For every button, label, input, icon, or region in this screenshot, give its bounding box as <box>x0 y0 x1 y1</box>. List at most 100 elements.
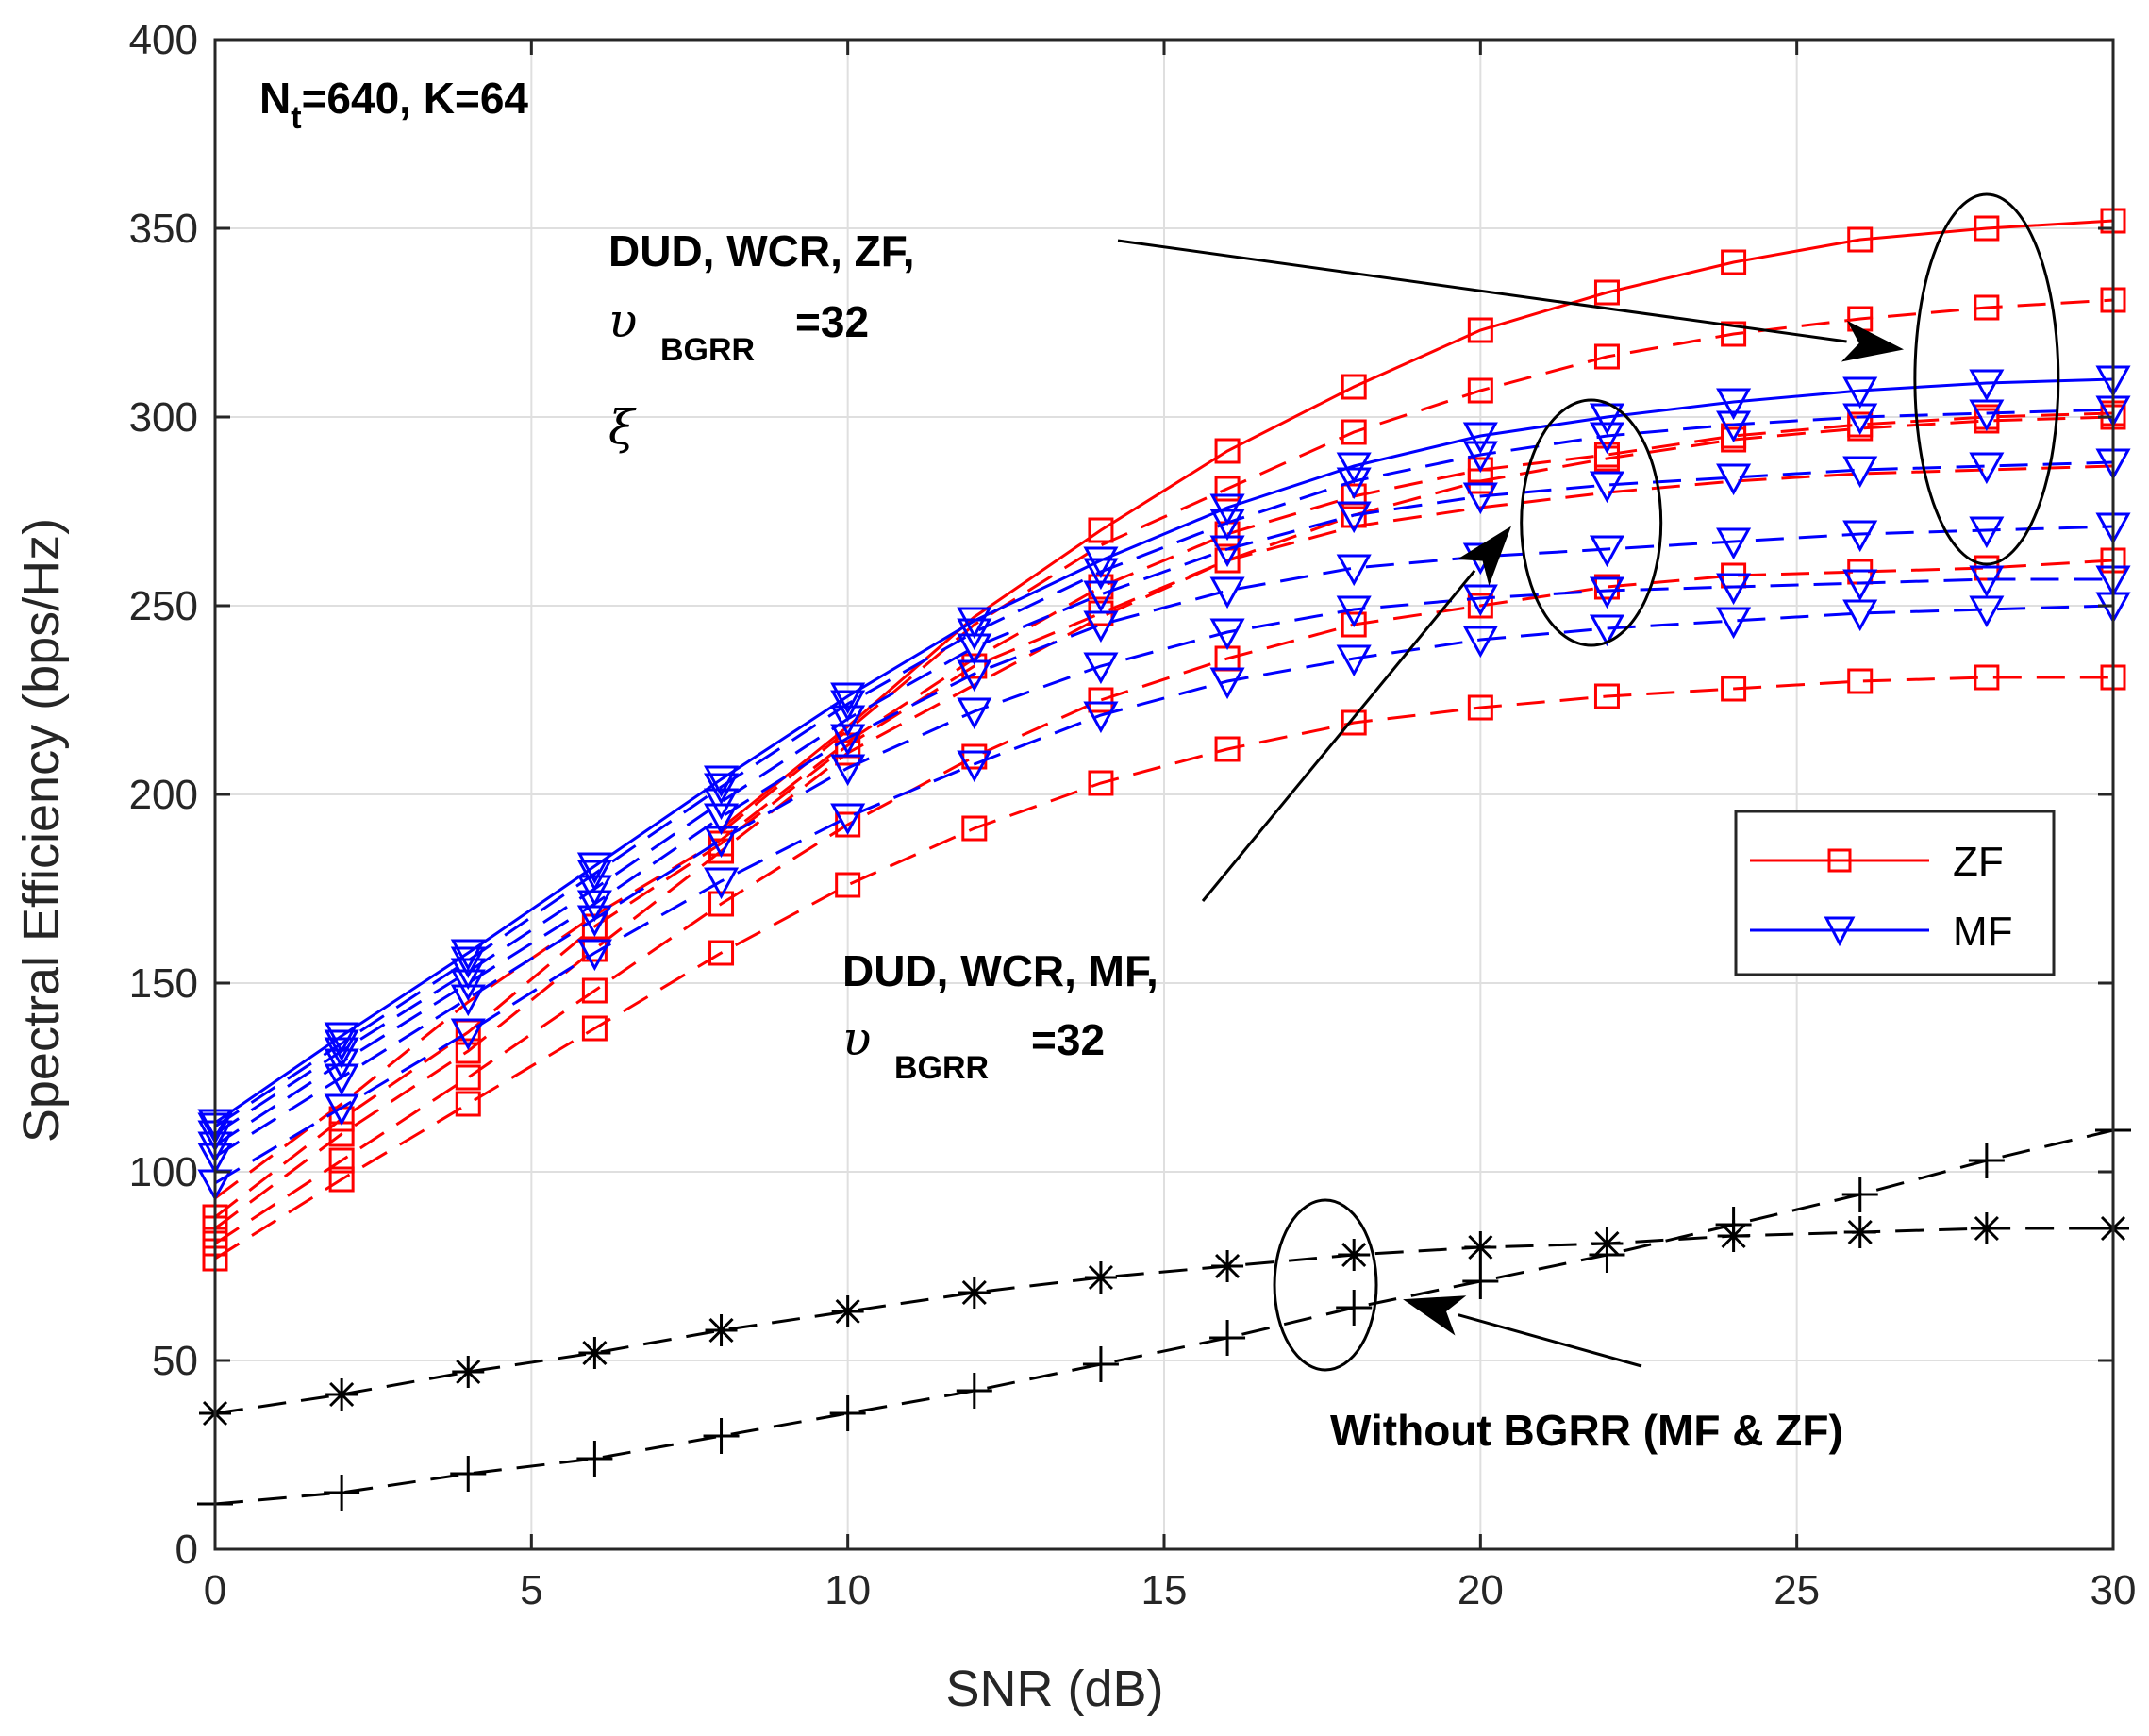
series-line <box>720 219 2114 830</box>
arrow-head <box>1403 1295 1467 1336</box>
marker-triangle <box>576 939 612 972</box>
x-tick-label: 5 <box>520 1567 542 1613</box>
marker-asterisk <box>325 1378 358 1410</box>
marker-square <box>1974 408 2000 434</box>
x-tick-label: 25 <box>1774 1567 1820 1613</box>
marker-asterisk <box>1464 1231 1497 1263</box>
arrow-shaft <box>1201 569 1476 902</box>
y-tick-label: 250 <box>129 583 198 629</box>
marker-square <box>581 977 608 1004</box>
y-tick-label: 150 <box>129 960 198 1007</box>
series-zf-7 <box>202 664 2126 1272</box>
marker-triangle <box>1336 467 1372 500</box>
marker-triangle <box>1969 369 2005 402</box>
marker-square <box>1341 611 1367 638</box>
marker-square <box>708 940 735 966</box>
series-line <box>214 377 2114 1125</box>
marker-triangle <box>1462 441 1498 474</box>
marker-square <box>328 1147 355 1174</box>
series-mf-4 <box>197 512 2131 1164</box>
mf-annotation-line1: DUD, WCR, MF, <box>842 946 1158 995</box>
marker-square <box>1467 317 1493 343</box>
marker-square <box>1593 683 1620 709</box>
marker-triangle <box>1336 644 1372 677</box>
marker-asterisk <box>958 1277 991 1309</box>
zf-group-ellipse <box>1913 192 2060 566</box>
marker-triangle <box>703 826 740 859</box>
marker-triangle <box>1969 399 2005 432</box>
params-rest: =640, K=64 <box>302 74 529 123</box>
marker-square <box>1088 770 1114 796</box>
marker-triangle <box>324 1029 359 1062</box>
zf-annotation-line1: DUD, WCR, ZF, <box>608 226 915 275</box>
mf-value: =32 <box>1031 1015 1105 1064</box>
series-mf-6 <box>197 592 2131 1202</box>
marker-square <box>1593 279 1620 306</box>
params-main: N <box>259 74 291 123</box>
series-line <box>214 559 2114 1245</box>
marker-triangle <box>830 705 866 738</box>
marker-triangle <box>1462 422 1498 455</box>
marker-triangle <box>1083 580 1119 613</box>
marker-triangle <box>1336 501 1372 534</box>
marker-triangle <box>1969 516 2005 549</box>
marker-square <box>455 1064 481 1091</box>
marker-asterisk <box>578 1337 611 1369</box>
marker-asterisk <box>1211 1250 1244 1282</box>
marker-square <box>1974 664 2000 691</box>
marker-plus <box>450 1456 487 1492</box>
marker-triangle <box>703 803 740 836</box>
marker-plus <box>1841 1177 1878 1212</box>
params-sub: t <box>291 100 301 136</box>
marker-square <box>455 1091 481 1117</box>
marker-square <box>1847 668 1874 694</box>
arrow-head <box>1841 320 1905 362</box>
marker-triangle <box>830 724 866 757</box>
legend-mf-label: MF <box>1953 909 2013 955</box>
series-layer <box>197 208 2131 1522</box>
zf-xi: ξ <box>608 400 637 455</box>
without-arrow <box>1403 1295 1642 1368</box>
y-tick-label: 350 <box>129 206 198 252</box>
marker-plus <box>1082 1346 1119 1382</box>
marker-square <box>708 838 735 864</box>
marker-asterisk <box>1084 1261 1117 1294</box>
series-line <box>214 415 2114 1219</box>
marker-triangle <box>450 958 486 991</box>
marker-triangle <box>1589 403 1625 436</box>
marker-square <box>1467 377 1493 404</box>
marker-square <box>455 1038 481 1064</box>
marker-square <box>1593 343 1620 370</box>
marker-triangle <box>1842 403 1878 436</box>
marker-triangle <box>1716 607 1752 640</box>
marker-triangle <box>1589 535 1625 568</box>
marker-triangle <box>1716 463 1752 496</box>
x-tick-label: 15 <box>1141 1567 1188 1613</box>
marker-triangle <box>1209 576 1245 609</box>
marker-square <box>328 1166 355 1193</box>
mf-subscript: BGRR <box>894 1050 989 1086</box>
marker-square <box>835 872 861 898</box>
marker-square <box>1214 476 1241 502</box>
marker-triangle <box>1969 452 2005 485</box>
zf-annotation-line2: υ BGRR =32 <box>608 293 869 368</box>
series-line <box>214 577 2113 1159</box>
marker-square <box>581 1015 608 1042</box>
marker-triangle <box>1589 576 1625 609</box>
y-tick-label: 400 <box>129 17 198 63</box>
series-line <box>214 676 2113 1260</box>
marker-triangle <box>1842 520 1878 553</box>
marker-square <box>1721 321 1747 347</box>
marker-triangle <box>1336 595 1372 628</box>
y-tick-label: 50 <box>152 1338 198 1384</box>
marker-square <box>1974 294 2000 321</box>
marker-triangle <box>324 1037 359 1070</box>
legend: ZF MF <box>1734 810 2056 976</box>
series-line <box>214 1227 2113 1415</box>
marker-triangle <box>957 697 992 730</box>
marker-square <box>961 815 988 842</box>
legend-mf-marker <box>1824 916 1856 947</box>
marker-square <box>1721 676 1747 702</box>
arrow-shaft <box>1458 1313 1642 1368</box>
